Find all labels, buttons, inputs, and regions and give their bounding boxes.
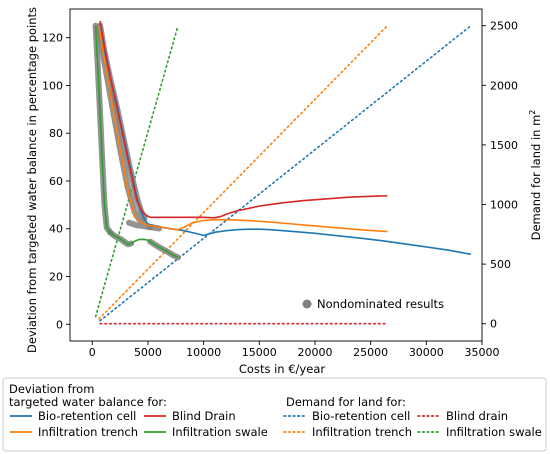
plot-frame bbox=[69, 8, 483, 342]
inner-legend-label: Nondominated results bbox=[317, 297, 444, 311]
legend-frame bbox=[2, 377, 547, 452]
y-axis-right-label-base: Demand for land in m bbox=[529, 115, 543, 241]
x-tick-label: 35000 bbox=[465, 346, 500, 359]
x-tick-label: 0 bbox=[89, 346, 96, 359]
legend-land-label-trench: Infiltration trench bbox=[312, 425, 412, 439]
x-axis-label: Costs in €/year bbox=[239, 362, 325, 376]
land-line-bio bbox=[99, 24, 472, 322]
x-tick-label: 30000 bbox=[409, 346, 444, 359]
inner-legend: Nondominated results bbox=[302, 297, 444, 311]
deviation-line-trench bbox=[98, 25, 388, 233]
y-left-tick-label: 120 bbox=[42, 32, 63, 45]
legend-dev-label-swale: Infiltration swale bbox=[172, 425, 268, 439]
legend-dev-label-trench: Infiltration trench bbox=[38, 425, 138, 439]
y-right-tick-label: 2000 bbox=[490, 79, 518, 92]
legend-dev-label-drain: Blind Drain bbox=[172, 409, 236, 423]
legend-land-title: Demand for land for: bbox=[286, 395, 406, 409]
y-right-tick-label: 1000 bbox=[490, 199, 518, 212]
x-tick-label: 5000 bbox=[134, 346, 162, 359]
y-right-tick-label: 0 bbox=[490, 318, 497, 331]
y-left-tick-label: 60 bbox=[49, 175, 63, 188]
x-tick-label: 20000 bbox=[297, 346, 332, 359]
y-left-tick-label: 20 bbox=[49, 271, 63, 284]
y-left-tick-label: 0 bbox=[56, 318, 63, 331]
legend-land-label-drain: Blind drain bbox=[446, 409, 508, 423]
land-line-swale bbox=[94, 24, 179, 318]
y-right-tick-label: 500 bbox=[490, 258, 511, 271]
plot-area-background bbox=[70, 9, 482, 341]
y-left-tick-label: 100 bbox=[42, 79, 63, 92]
y-right-tick-label: 1500 bbox=[490, 139, 518, 152]
legend-dev-title-2: targeted water balance for: bbox=[9, 395, 167, 409]
y-axis-right-label: Demand for land in m2 bbox=[528, 110, 543, 241]
deviation-line-drain bbox=[99, 20, 388, 219]
legend-items: Bio-retention cell Blind Drain Infiltratio… bbox=[10, 409, 542, 439]
y-left-tick-label: 80 bbox=[49, 127, 63, 140]
legend-dev-title-1: Deviation from bbox=[9, 382, 94, 396]
nondominated-path-6 bbox=[146, 223, 163, 232]
deviation-lines bbox=[94, 20, 472, 259]
axes: 0 5000 10000 15000 20000 25000 30000 3500002040… bbox=[42, 8, 518, 359]
legend-dev-label-bio: Bio-retention cell bbox=[38, 409, 136, 423]
legend-land-label-bio: Bio-retention cell bbox=[312, 409, 410, 423]
y-axis-right-label-sup: 2 bbox=[528, 110, 537, 115]
land-line-trench bbox=[98, 24, 389, 320]
plot-area bbox=[70, 9, 482, 341]
inner-legend-marker bbox=[302, 299, 312, 309]
y-axis-left-label: Deviation from targeted water balance in… bbox=[25, 7, 39, 353]
y-left-tick-label: 40 bbox=[49, 223, 63, 236]
deviation-line-swale bbox=[94, 25, 179, 259]
x-tick-label: 10000 bbox=[186, 346, 221, 359]
legend-land-label-swale: Infiltration swale bbox=[446, 425, 542, 439]
land-demand-lines bbox=[94, 24, 472, 325]
bottom-legend: Deviation from targeted water balance fo… bbox=[2, 377, 547, 452]
x-tick-label: 25000 bbox=[353, 346, 388, 359]
y-right-tick-label: 2500 bbox=[490, 20, 518, 33]
x-tick-label: 15000 bbox=[242, 346, 277, 359]
